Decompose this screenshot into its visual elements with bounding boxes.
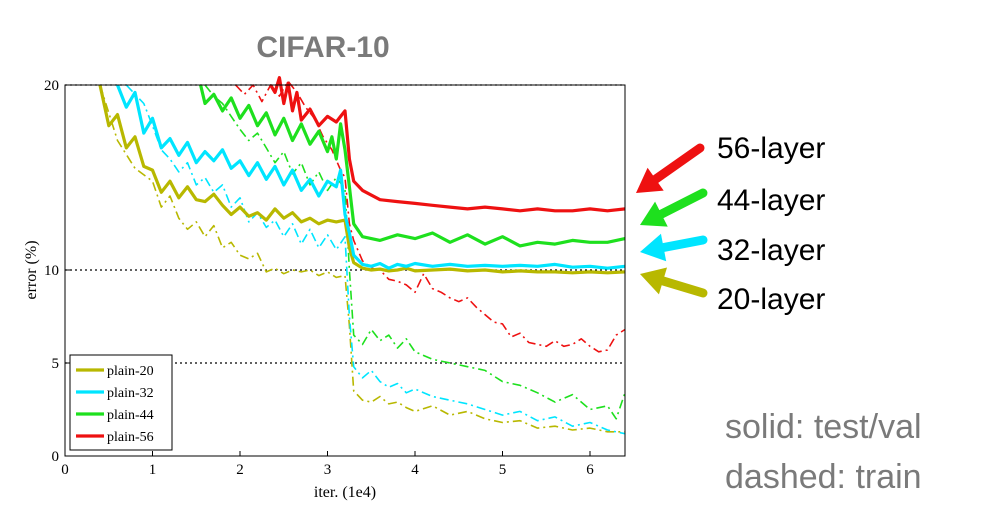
arrow-shaft-plain-56 bbox=[651, 143, 705, 184]
layer-label-plain-56: 56-layer bbox=[717, 132, 825, 165]
y-tick-label: 5 bbox=[52, 356, 60, 372]
x-tick-label: 3 bbox=[324, 462, 332, 478]
axis-ticks: 0 1 2 3 4 5 6 0 5 10 20 bbox=[44, 78, 594, 478]
arrow-head-plain-56 bbox=[636, 167, 664, 193]
x-tick-label: 2 bbox=[236, 462, 244, 478]
arrow-shaft-plain-20 bbox=[658, 276, 708, 298]
layer-label-plain-20: 20-layer bbox=[717, 283, 825, 316]
layer-arrows bbox=[636, 143, 708, 298]
plain-56-test-line bbox=[269, 75, 626, 213]
arrow-head-plain-20 bbox=[640, 267, 668, 295]
x-axis-label: iter. (1e4) bbox=[314, 484, 376, 501]
arrow-shaft-plain-32 bbox=[659, 235, 708, 253]
chart-title: CIFAR-10 bbox=[256, 31, 389, 64]
plain-56-train-line bbox=[235, 80, 626, 353]
arrow-head-plain-32 bbox=[640, 233, 667, 262]
note-dashed: dashed: train bbox=[725, 458, 922, 496]
layer-label-plain-44: 44-layer bbox=[717, 184, 825, 217]
layer-labels: 56-layer 44-layer 32-layer 20-layer bbox=[717, 132, 825, 316]
plain-20-train-line bbox=[99, 84, 625, 433]
arrow-shaft-plain-44 bbox=[656, 188, 708, 219]
y-axis-label: error (%) bbox=[23, 240, 40, 299]
plain-44-test-line bbox=[199, 84, 626, 248]
x-tick-label: 6 bbox=[586, 462, 594, 478]
y-tick-label: 20 bbox=[44, 78, 59, 94]
x-tick-label: 0 bbox=[61, 462, 69, 478]
series-lines bbox=[98, 75, 626, 435]
legend-label-plain-56: plain-56 bbox=[107, 430, 154, 445]
plain-44-train-line bbox=[204, 84, 626, 420]
x-tick-label: 4 bbox=[411, 462, 419, 478]
plain-20-test-line bbox=[98, 84, 626, 275]
arrow-head-plain-44 bbox=[640, 201, 668, 227]
plain-32-test-line bbox=[116, 84, 626, 270]
legend-label-plain-32: plain-32 bbox=[107, 386, 154, 401]
note-solid: solid: test/val bbox=[725, 408, 922, 446]
layer-label-plain-32: 32-layer bbox=[717, 234, 825, 267]
y-tick-label: 0 bbox=[52, 449, 60, 465]
plain-32-train-line bbox=[125, 84, 626, 435]
legend-label-plain-20: plain-20 bbox=[107, 364, 154, 379]
x-tick-label: 5 bbox=[499, 462, 507, 478]
legend-label-plain-44: plain-44 bbox=[107, 408, 154, 423]
y-tick-label: 10 bbox=[44, 263, 59, 279]
x-tick-label: 1 bbox=[149, 462, 157, 478]
legend: plain-20 plain-32 plain-44 plain-56 bbox=[69, 354, 173, 451]
